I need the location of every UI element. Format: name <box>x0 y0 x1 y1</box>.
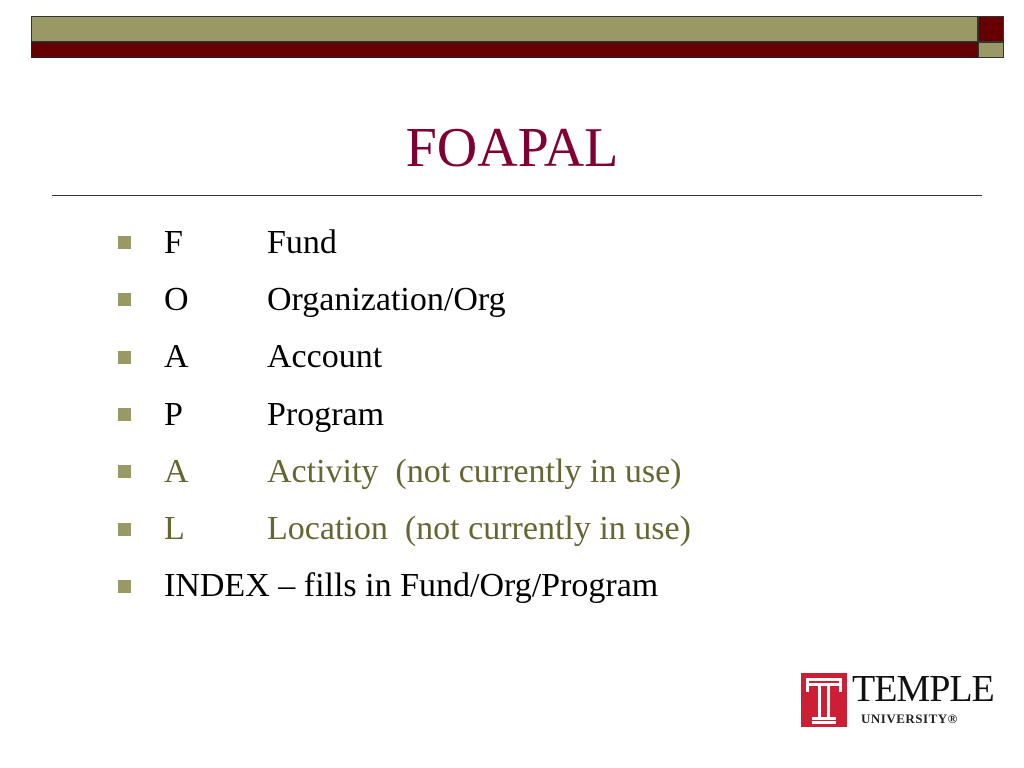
item-text: Account <box>267 338 383 376</box>
list-item: INDEX – fills in Fund/Org/Program <box>118 558 691 615</box>
temple-t-icon <box>801 673 847 727</box>
header-box-olive <box>978 42 1004 58</box>
bullet-square-icon <box>118 465 131 479</box>
list-item: A Account <box>118 329 691 386</box>
slide-title: FOAPAL <box>405 117 619 179</box>
bullet-square-icon <box>118 293 131 307</box>
item-letter: O <box>164 280 189 318</box>
list-item: L Location (not currently in use) <box>118 500 691 557</box>
bullet-list: F Fund O Organization/Org A Account P Progra… <box>118 214 691 615</box>
item-text: Activity (not currently in use) <box>267 452 682 490</box>
bullet-square-icon <box>118 350 131 364</box>
header-bar-olive <box>31 16 978 42</box>
item-letter: L <box>164 510 185 548</box>
item-text: INDEX – fills in Fund/Org/Program <box>164 567 659 605</box>
item-text: Program <box>267 395 385 433</box>
list-item: P Program <box>118 386 691 443</box>
bullet-square-icon <box>118 522 131 536</box>
list-item: F Fund <box>118 214 691 271</box>
item-letter: F <box>164 223 183 261</box>
logo-name: TEMPLE <box>852 668 995 710</box>
logo-subtitle: UNIVERSITY® <box>861 711 958 726</box>
item-text: Location (not currently in use) <box>267 510 691 548</box>
item-letter: P <box>164 395 183 433</box>
item-letter: A <box>164 452 189 490</box>
item-text: Fund <box>267 223 337 261</box>
list-item: O Organization/Org <box>118 271 691 328</box>
item-letter: A <box>164 338 189 376</box>
list-item: A Activity (not currently in use) <box>118 443 691 500</box>
bullet-square-icon <box>118 236 131 250</box>
title-divider <box>52 195 982 196</box>
bullet-square-icon <box>118 579 131 593</box>
bullet-square-icon <box>118 408 131 422</box>
item-text: Organization/Org <box>267 280 506 318</box>
header-box-maroon <box>978 16 1004 42</box>
header-bar-maroon <box>31 42 978 58</box>
